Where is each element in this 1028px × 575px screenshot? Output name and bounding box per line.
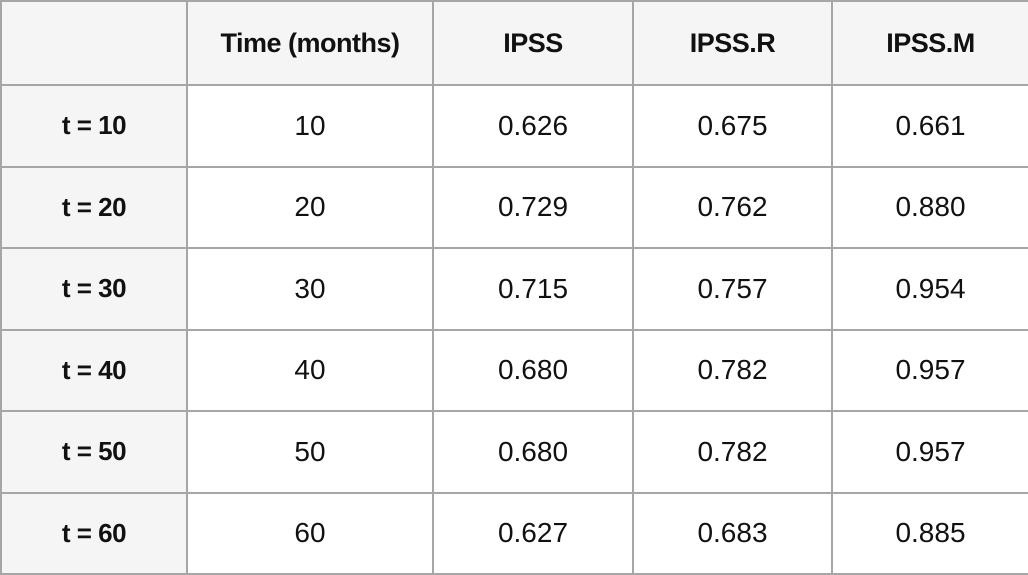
table-cell: 0.680 bbox=[432, 328, 634, 412]
column-header-time: Time (months) bbox=[186, 0, 434, 86]
table-cell: 0.715 bbox=[432, 247, 634, 331]
table-cell: 40 bbox=[186, 328, 434, 412]
table-cell: 50 bbox=[186, 410, 434, 494]
table-cell: 60 bbox=[186, 491, 434, 575]
table-cell: 0.661 bbox=[831, 84, 1028, 168]
row-header-cell: t = 20 bbox=[0, 165, 188, 249]
table-cell: 0.626 bbox=[432, 84, 634, 168]
table-row: t = 10 10 0.626 0.675 0.661 bbox=[0, 84, 1028, 168]
table-cell: 30 bbox=[186, 247, 434, 331]
table-row: t = 40 40 0.680 0.782 0.957 bbox=[0, 328, 1028, 412]
table-cell: 0.675 bbox=[632, 84, 833, 168]
table-cell: 20 bbox=[186, 165, 434, 249]
table-cell: 0.683 bbox=[632, 491, 833, 575]
row-header-cell: t = 40 bbox=[0, 328, 188, 412]
column-header-ipss-m: IPSS.M bbox=[831, 0, 1028, 86]
column-header-ipss: IPSS bbox=[432, 0, 634, 86]
table-cell: 0.757 bbox=[632, 247, 833, 331]
table-row: t = 50 50 0.680 0.782 0.957 bbox=[0, 410, 1028, 494]
column-header-ipss-r: IPSS.R bbox=[632, 0, 833, 86]
table-cell: 0.680 bbox=[432, 410, 634, 494]
table-cell: 0.885 bbox=[831, 491, 1028, 575]
table-cell: 0.762 bbox=[632, 165, 833, 249]
table-row: t = 60 60 0.627 0.683 0.885 bbox=[0, 491, 1028, 575]
table-cell: 0.957 bbox=[831, 328, 1028, 412]
table-cell: 0.729 bbox=[432, 165, 634, 249]
table-cell: 0.627 bbox=[432, 491, 634, 575]
table-cell: 10 bbox=[186, 84, 434, 168]
table-cell: 0.957 bbox=[831, 410, 1028, 494]
table-cell: 0.782 bbox=[632, 328, 833, 412]
header-row: Time (months) IPSS IPSS.R IPSS.M bbox=[0, 0, 1028, 86]
table-cell: 0.954 bbox=[831, 247, 1028, 331]
table-row: t = 20 20 0.729 0.762 0.880 bbox=[0, 165, 1028, 249]
table-cell: 0.782 bbox=[632, 410, 833, 494]
table-cell: 0.880 bbox=[831, 165, 1028, 249]
corner-header-cell bbox=[0, 0, 188, 86]
table-row: t = 30 30 0.715 0.757 0.954 bbox=[0, 247, 1028, 331]
row-header-cell: t = 10 bbox=[0, 84, 188, 168]
row-header-cell: t = 60 bbox=[0, 491, 188, 575]
row-header-cell: t = 50 bbox=[0, 410, 188, 494]
row-header-cell: t = 30 bbox=[0, 247, 188, 331]
